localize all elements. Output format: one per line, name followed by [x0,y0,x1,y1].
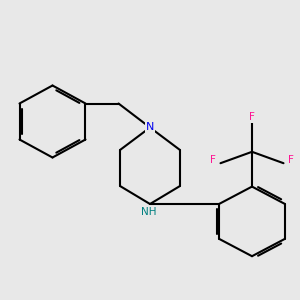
Text: F: F [210,155,216,165]
Text: F: F [288,155,294,165]
Text: N: N [146,122,154,133]
Text: F: F [249,112,255,122]
Text: NH: NH [141,207,156,218]
